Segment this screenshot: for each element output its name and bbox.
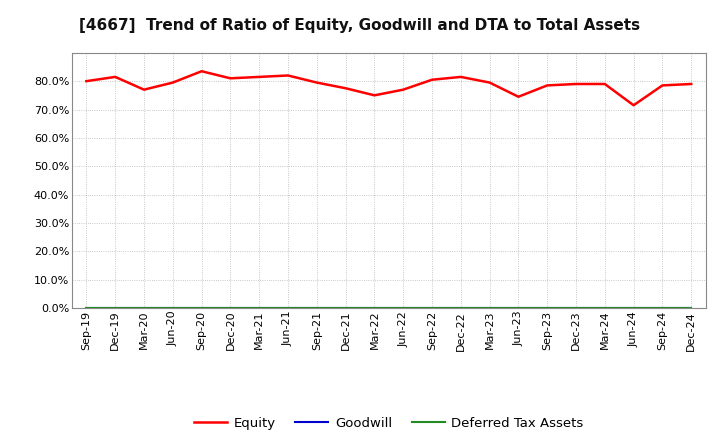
Deferred Tax Assets bbox=[226, 305, 235, 311]
Goodwill bbox=[226, 305, 235, 311]
Deferred Tax Assets bbox=[514, 305, 523, 311]
Equity bbox=[312, 80, 321, 85]
Equity bbox=[226, 76, 235, 81]
Goodwill bbox=[572, 305, 580, 311]
Deferred Tax Assets bbox=[312, 305, 321, 311]
Deferred Tax Assets bbox=[687, 305, 696, 311]
Goodwill bbox=[370, 305, 379, 311]
Deferred Tax Assets bbox=[284, 305, 292, 311]
Goodwill bbox=[341, 305, 350, 311]
Deferred Tax Assets bbox=[140, 305, 148, 311]
Equity bbox=[370, 93, 379, 98]
Equity bbox=[284, 73, 292, 78]
Equity bbox=[687, 81, 696, 87]
Equity bbox=[82, 78, 91, 84]
Goodwill bbox=[600, 305, 609, 311]
Goodwill bbox=[428, 305, 436, 311]
Deferred Tax Assets bbox=[111, 305, 120, 311]
Goodwill bbox=[140, 305, 148, 311]
Equity bbox=[428, 77, 436, 82]
Equity bbox=[543, 83, 552, 88]
Deferred Tax Assets bbox=[543, 305, 552, 311]
Equity bbox=[140, 87, 148, 92]
Deferred Tax Assets bbox=[428, 305, 436, 311]
Equity bbox=[197, 69, 206, 74]
Goodwill bbox=[543, 305, 552, 311]
Goodwill bbox=[255, 305, 264, 311]
Deferred Tax Assets bbox=[600, 305, 609, 311]
Deferred Tax Assets bbox=[82, 305, 91, 311]
Deferred Tax Assets bbox=[399, 305, 408, 311]
Goodwill bbox=[485, 305, 494, 311]
Goodwill bbox=[514, 305, 523, 311]
Goodwill bbox=[312, 305, 321, 311]
Equity bbox=[629, 103, 638, 108]
Equity bbox=[341, 86, 350, 91]
Equity bbox=[514, 94, 523, 99]
Goodwill bbox=[284, 305, 292, 311]
Goodwill bbox=[168, 305, 177, 311]
Equity bbox=[658, 83, 667, 88]
Deferred Tax Assets bbox=[255, 305, 264, 311]
Deferred Tax Assets bbox=[341, 305, 350, 311]
Equity bbox=[255, 74, 264, 80]
Goodwill bbox=[687, 305, 696, 311]
Deferred Tax Assets bbox=[197, 305, 206, 311]
Deferred Tax Assets bbox=[370, 305, 379, 311]
Equity bbox=[168, 80, 177, 85]
Equity bbox=[572, 81, 580, 87]
Text: [4667]  Trend of Ratio of Equity, Goodwill and DTA to Total Assets: [4667] Trend of Ratio of Equity, Goodwil… bbox=[79, 18, 641, 33]
Goodwill bbox=[456, 305, 465, 311]
Deferred Tax Assets bbox=[485, 305, 494, 311]
Equity bbox=[456, 74, 465, 80]
Goodwill bbox=[658, 305, 667, 311]
Deferred Tax Assets bbox=[572, 305, 580, 311]
Goodwill bbox=[111, 305, 120, 311]
Equity bbox=[600, 81, 609, 87]
Goodwill bbox=[629, 305, 638, 311]
Equity bbox=[399, 87, 408, 92]
Legend: Equity, Goodwill, Deferred Tax Assets: Equity, Goodwill, Deferred Tax Assets bbox=[189, 411, 589, 435]
Deferred Tax Assets bbox=[168, 305, 177, 311]
Deferred Tax Assets bbox=[456, 305, 465, 311]
Equity bbox=[485, 80, 494, 85]
Deferred Tax Assets bbox=[658, 305, 667, 311]
Goodwill bbox=[82, 305, 91, 311]
Goodwill bbox=[399, 305, 408, 311]
Line: Equity: Equity bbox=[86, 71, 691, 105]
Deferred Tax Assets bbox=[629, 305, 638, 311]
Goodwill bbox=[197, 305, 206, 311]
Equity bbox=[111, 74, 120, 80]
